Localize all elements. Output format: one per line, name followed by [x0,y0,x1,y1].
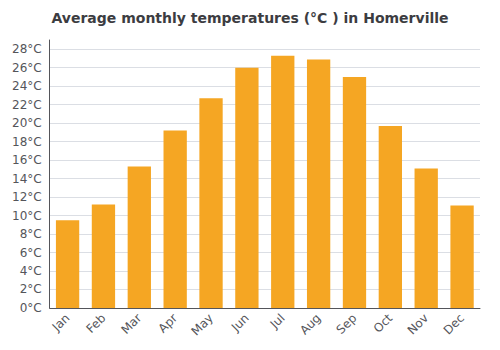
svg-text:24°C: 24°C [12,79,42,93]
svg-text:Dec: Dec [441,311,467,337]
svg-text:Jul: Jul [267,311,288,332]
svg-text:26°C: 26°C [12,61,42,75]
svg-text:Apr: Apr [156,311,181,336]
svg-text:16°C: 16°C [12,153,42,167]
svg-text:Average monthly temperatures (: Average monthly temperatures (°C ) in Ho… [51,10,448,26]
svg-text:Nov: Nov [405,311,431,337]
svg-text:Feb: Feb [83,311,108,336]
svg-text:Sep: Sep [334,311,360,337]
svg-text:Jun: Jun [228,311,252,335]
svg-text:May: May [189,311,216,338]
svg-text:10°C: 10°C [12,209,42,223]
svg-text:4°C: 4°C [20,264,42,278]
svg-text:Mar: Mar [118,311,144,337]
svg-text:6°C: 6°C [20,246,42,260]
svg-text:Aug: Aug [297,311,323,337]
svg-text:18°C: 18°C [12,135,42,149]
svg-text:14°C: 14°C [12,172,42,186]
svg-text:22°C: 22°C [12,98,42,112]
svg-text:0°C: 0°C [20,301,42,315]
svg-text:28°C: 28°C [12,42,42,56]
svg-text:Jan: Jan [49,311,73,335]
svg-text:20°C: 20°C [12,116,42,130]
svg-text:12°C: 12°C [12,190,42,204]
svg-text:8°C: 8°C [20,227,42,241]
svg-text:Oct: Oct [371,311,396,336]
svg-text:2°C: 2°C [20,282,42,296]
